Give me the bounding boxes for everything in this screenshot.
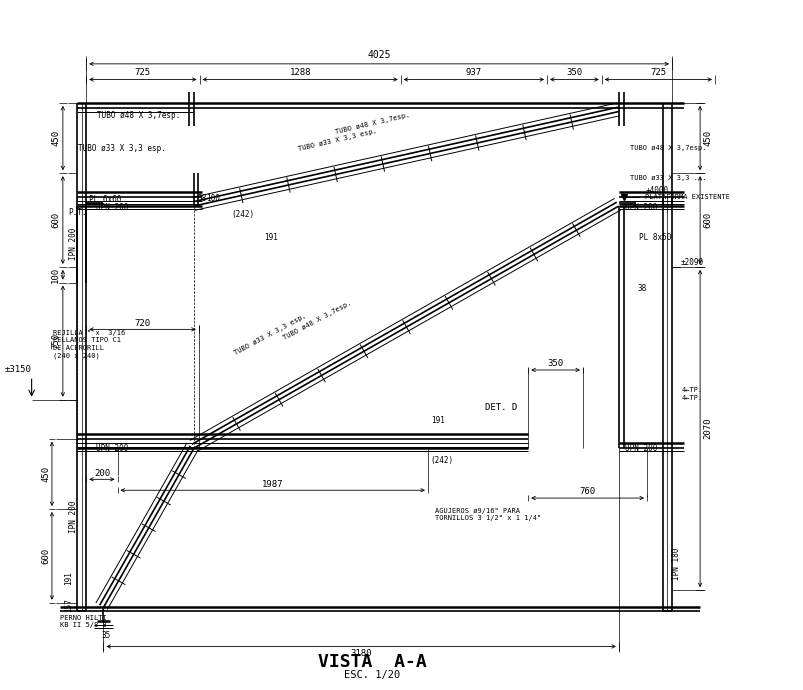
Text: TUBO ø33 X 3,3 ...: TUBO ø33 X 3,3 ... <box>629 175 706 181</box>
Text: 38: 38 <box>637 284 646 293</box>
Text: IPN 200: IPN 200 <box>69 227 78 259</box>
Text: 600: 600 <box>41 548 50 564</box>
Text: PL 8x50: PL 8x50 <box>638 233 671 241</box>
Text: TUBO ø48 X 3,7esp.: TUBO ø48 X 3,7esp. <box>282 299 353 341</box>
Text: P.T.: P.T. <box>68 208 87 217</box>
Text: UPN 200: UPN 200 <box>625 203 657 212</box>
Text: TUBO ø33 X 3,3 esp.: TUBO ø33 X 3,3 esp. <box>78 144 165 152</box>
Text: 720: 720 <box>134 319 150 328</box>
Text: 35: 35 <box>101 631 110 640</box>
Text: (240 x 240): (240 x 240) <box>53 353 100 359</box>
Text: 600: 600 <box>51 212 60 228</box>
Text: TUBO ø33 X 3,3 esp.: TUBO ø33 X 3,3 esp. <box>297 128 377 152</box>
Text: 450: 450 <box>41 466 50 482</box>
Text: UPN 200: UPN 200 <box>96 444 128 453</box>
Text: 157: 157 <box>64 598 74 612</box>
Text: DET. D: DET. D <box>484 403 516 412</box>
Text: 600: 600 <box>703 212 711 228</box>
Text: (242): (242) <box>430 456 454 465</box>
Text: +4000: +4000 <box>645 186 668 195</box>
Text: 191: 191 <box>263 233 277 241</box>
Text: TORNILLOS 3 1/2" x 1 1/4": TORNILLOS 3 1/2" x 1 1/4" <box>434 515 540 522</box>
Text: 450: 450 <box>703 130 711 146</box>
Text: ±3150: ±3150 <box>5 366 31 375</box>
Text: 2070: 2070 <box>703 418 711 440</box>
Text: PL 6x60: PL 6x60 <box>89 195 121 204</box>
Text: 1987: 1987 <box>262 480 283 489</box>
Text: IPN 180: IPN 180 <box>671 547 680 580</box>
Text: 750: 750 <box>51 333 60 349</box>
Text: KB II 5/8-8: KB II 5/8-8 <box>59 622 106 628</box>
Text: 191: 191 <box>430 416 444 425</box>
Text: 100: 100 <box>51 266 60 283</box>
Text: 450: 450 <box>51 130 60 146</box>
Text: UPN 200: UPN 200 <box>625 444 657 453</box>
Text: 4←TP.: 4←TP. <box>680 387 702 393</box>
Text: TUBO ø48 X 3,7esp.: TUBO ø48 X 3,7esp. <box>97 111 180 120</box>
Text: 937: 937 <box>465 68 481 77</box>
Text: TUBO ø33 X 3,3 esp.: TUBO ø33 X 3,3 esp. <box>233 313 308 355</box>
Text: 760: 760 <box>579 487 595 496</box>
Text: PELLANOS TIPO C1: PELLANOS TIPO C1 <box>53 337 120 344</box>
Text: (242): (242) <box>230 210 254 219</box>
Text: 191: 191 <box>64 571 74 584</box>
Text: UPN 200: UPN 200 <box>96 203 128 212</box>
Text: ±2090: ±2090 <box>680 258 703 267</box>
Text: AGUJEROS ø9/16" PARA: AGUJEROS ø9/16" PARA <box>434 508 519 513</box>
Text: 4025: 4025 <box>367 50 390 60</box>
Text: PLATAFORMA EXISTENTE: PLATAFORMA EXISTENTE <box>645 194 730 199</box>
Text: PERNO HILTI: PERNO HILTI <box>59 615 106 620</box>
Text: 100: 100 <box>206 194 219 203</box>
Text: VISTA  A-A: VISTA A-A <box>317 653 426 671</box>
Text: 1288: 1288 <box>289 68 311 77</box>
Text: 350: 350 <box>547 359 563 368</box>
Text: 725: 725 <box>135 68 151 77</box>
Text: 725: 725 <box>650 68 666 77</box>
Text: 350: 350 <box>565 68 581 77</box>
Text: DE ACERORILL: DE ACERORILL <box>53 345 104 351</box>
Text: IPN 200: IPN 200 <box>69 501 78 533</box>
Text: ESC. 1/20: ESC. 1/20 <box>344 669 400 680</box>
Text: TUBO ø48 X 3,7esp.: TUBO ø48 X 3,7esp. <box>334 112 410 135</box>
Text: TUBO ø48 X 3,7esp.: TUBO ø48 X 3,7esp. <box>629 145 706 151</box>
Text: 200: 200 <box>94 469 110 478</box>
Text: REJILLA " x  3/16: REJILLA " x 3/16 <box>53 330 124 335</box>
Text: 3180: 3180 <box>350 649 372 658</box>
Text: 4←TP.: 4←TP. <box>680 395 702 401</box>
Text: 38: 38 <box>197 194 206 203</box>
